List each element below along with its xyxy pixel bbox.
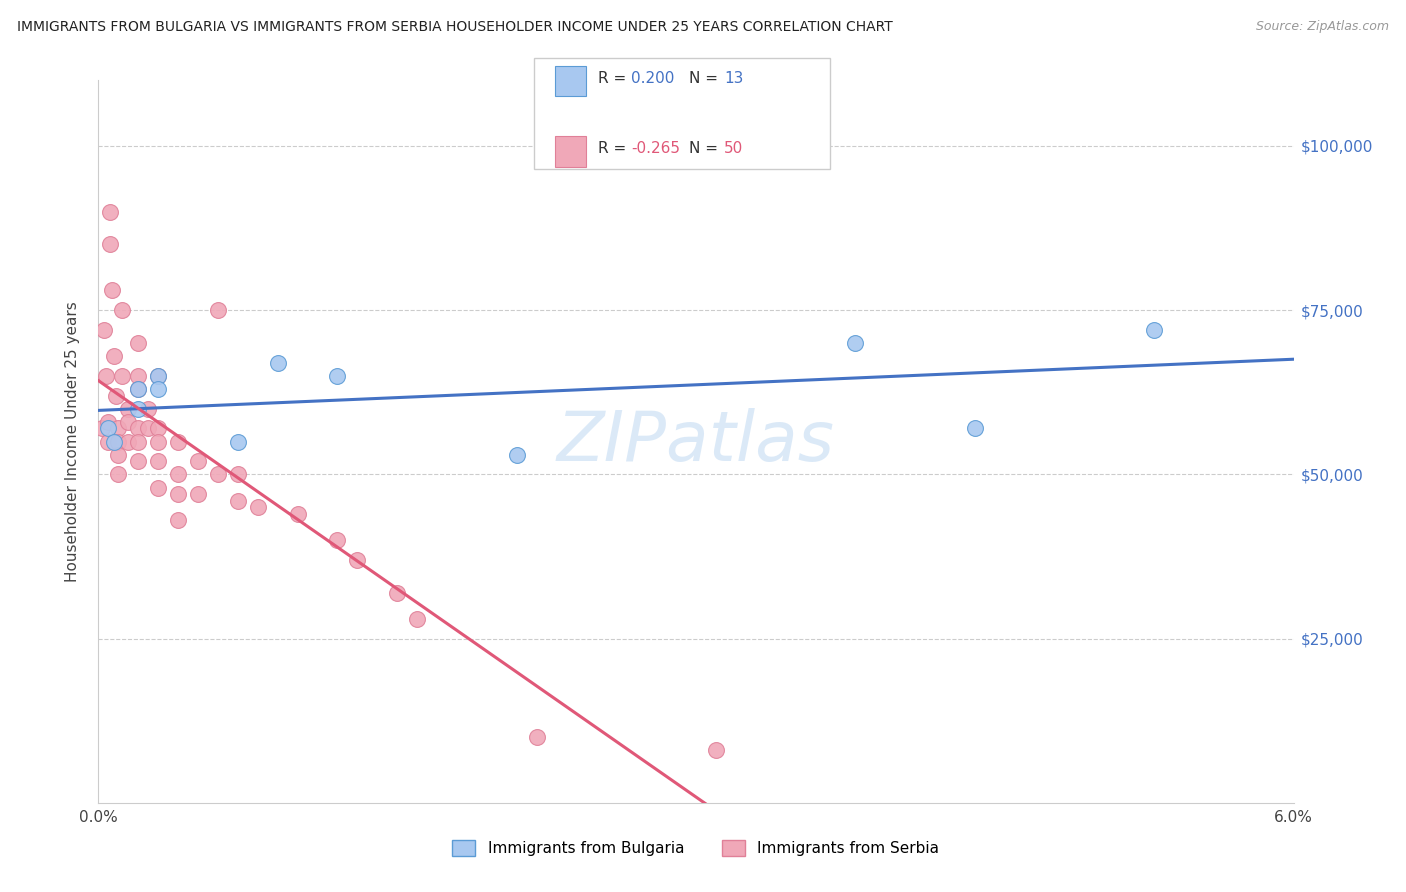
- Point: [148, 454, 170, 468]
- Text: 13: 13: [724, 71, 744, 86]
- Point: [704, 743, 727, 757]
- Point: [127, 382, 149, 396]
- Point: [127, 434, 149, 449]
- Point: [167, 467, 190, 482]
- Point: [127, 421, 149, 435]
- Point: [127, 401, 149, 416]
- Text: ZIPatlas: ZIPatlas: [557, 408, 835, 475]
- Point: [117, 434, 139, 449]
- Point: [963, 421, 986, 435]
- Point: [107, 467, 129, 482]
- Text: N =: N =: [689, 71, 723, 86]
- Point: [287, 507, 309, 521]
- Point: [97, 415, 120, 429]
- Point: [127, 382, 149, 396]
- Point: [167, 434, 190, 449]
- Point: [127, 368, 149, 383]
- Point: [136, 421, 159, 435]
- Point: [326, 533, 349, 547]
- Point: [207, 303, 229, 318]
- Point: [187, 454, 209, 468]
- Point: [246, 500, 269, 515]
- Text: R =: R =: [598, 71, 631, 86]
- Point: [107, 434, 129, 449]
- Point: [97, 434, 120, 449]
- Point: [91, 421, 114, 435]
- Point: [148, 382, 170, 396]
- Point: [111, 368, 134, 383]
- Legend: Immigrants from Bulgaria, Immigrants from Serbia: Immigrants from Bulgaria, Immigrants fro…: [444, 832, 948, 863]
- Point: [267, 356, 290, 370]
- Point: [226, 467, 249, 482]
- Point: [326, 368, 349, 383]
- Point: [167, 487, 190, 501]
- Point: [97, 421, 120, 435]
- Point: [406, 612, 429, 626]
- Point: [148, 421, 170, 435]
- Point: [148, 481, 170, 495]
- Point: [844, 336, 866, 351]
- Point: [506, 448, 529, 462]
- Point: [385, 585, 409, 599]
- Point: [167, 513, 190, 527]
- Point: [111, 303, 134, 318]
- Point: [117, 401, 139, 416]
- Point: [101, 284, 124, 298]
- Point: [187, 487, 209, 501]
- Point: [136, 401, 159, 416]
- Text: 50: 50: [724, 142, 744, 156]
- Point: [226, 434, 249, 449]
- Point: [148, 368, 170, 383]
- Point: [226, 493, 249, 508]
- Point: [93, 323, 115, 337]
- Text: Source: ZipAtlas.com: Source: ZipAtlas.com: [1256, 20, 1389, 33]
- Point: [346, 553, 368, 567]
- Point: [127, 336, 149, 351]
- Point: [148, 434, 170, 449]
- Point: [103, 349, 125, 363]
- Point: [127, 454, 149, 468]
- Text: IMMIGRANTS FROM BULGARIA VS IMMIGRANTS FROM SERBIA HOUSEHOLDER INCOME UNDER 25 Y: IMMIGRANTS FROM BULGARIA VS IMMIGRANTS F…: [17, 20, 893, 34]
- Point: [148, 368, 170, 383]
- Text: -0.265: -0.265: [631, 142, 681, 156]
- Point: [117, 415, 139, 429]
- Y-axis label: Householder Income Under 25 years: Householder Income Under 25 years: [65, 301, 80, 582]
- Text: 0.200: 0.200: [631, 71, 675, 86]
- Point: [103, 434, 125, 449]
- Point: [105, 388, 128, 402]
- Text: R =: R =: [598, 142, 631, 156]
- Point: [107, 421, 129, 435]
- Point: [96, 368, 118, 383]
- Point: [207, 467, 229, 482]
- Point: [98, 204, 122, 219]
- Point: [107, 448, 129, 462]
- Point: [526, 730, 548, 744]
- Point: [98, 237, 122, 252]
- Point: [1143, 323, 1166, 337]
- Text: N =: N =: [689, 142, 723, 156]
